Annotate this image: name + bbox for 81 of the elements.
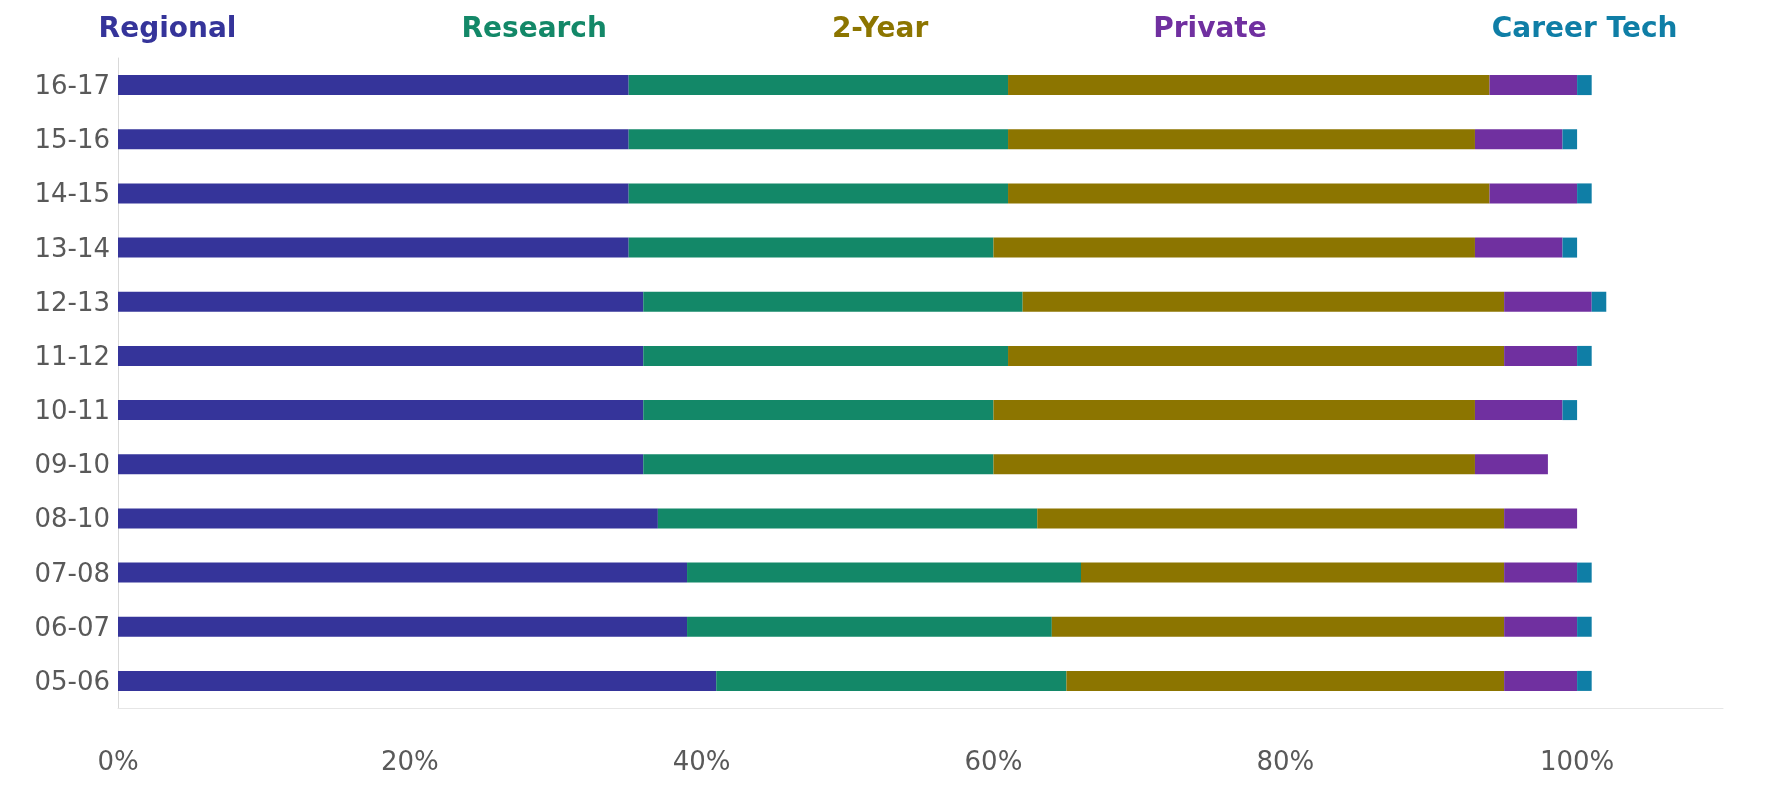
bar — [1051, 616, 1505, 637]
bar — [1474, 400, 1563, 421]
bar — [687, 562, 1081, 583]
bar — [118, 75, 629, 96]
bar — [1066, 670, 1505, 691]
bar — [1562, 400, 1578, 421]
bar — [643, 291, 1023, 312]
bar — [1577, 670, 1592, 691]
x-tick-label: 20% — [380, 746, 439, 776]
bar — [118, 616, 688, 637]
x-tick-label: 80% — [1256, 746, 1315, 776]
bar — [118, 183, 629, 204]
bar — [1489, 183, 1578, 204]
bar — [1562, 237, 1578, 258]
x-tick-label: 60% — [964, 746, 1023, 776]
bar — [1504, 345, 1578, 366]
bar — [1008, 75, 1490, 96]
bar — [118, 129, 629, 150]
bar — [628, 183, 1009, 204]
y-tick-label: 08-10 — [34, 503, 110, 534]
y-tick-label: 09-10 — [34, 449, 110, 480]
x-tick-label: 40% — [672, 746, 731, 776]
bar — [643, 400, 994, 421]
bar — [1489, 75, 1578, 96]
y-tick-label: 13-14 — [34, 232, 110, 263]
bar — [1008, 345, 1505, 366]
bar — [118, 345, 644, 366]
bar — [1504, 562, 1578, 583]
bar — [1577, 562, 1592, 583]
bar — [1577, 183, 1592, 204]
y-tick-label: 07-08 — [34, 557, 110, 588]
bar — [993, 400, 1475, 421]
bar — [1504, 291, 1592, 312]
bar — [1562, 129, 1578, 150]
bar — [1504, 670, 1578, 691]
bar — [628, 237, 994, 258]
series-label: Regional — [98, 10, 237, 44]
bar — [1577, 345, 1592, 366]
bar — [118, 670, 717, 691]
y-tick-label: 11-12 — [34, 340, 110, 371]
bar — [687, 616, 1052, 637]
bar — [118, 454, 644, 475]
bar — [1022, 291, 1505, 312]
series-label: Career Tech — [1491, 10, 1678, 44]
bar — [1081, 562, 1505, 583]
y-tick-label: 05-06 — [34, 665, 110, 696]
x-tick-label: 0% — [97, 746, 139, 776]
bar — [1577, 616, 1592, 637]
text: 2-Year — [831, 10, 929, 44]
bar — [657, 508, 1038, 529]
y-tick-label: 14-15 — [34, 178, 110, 209]
text: Private — [1153, 10, 1267, 44]
series-label: Research — [461, 10, 607, 44]
x-tick-label: 100% — [1539, 746, 1615, 776]
bar — [1008, 183, 1490, 204]
bar — [118, 508, 658, 529]
bar — [628, 129, 1009, 150]
bar — [1577, 75, 1592, 96]
bar — [118, 400, 644, 421]
bar — [1504, 616, 1578, 637]
bar — [1504, 508, 1578, 529]
bar — [628, 75, 1009, 96]
bar — [1591, 291, 1607, 312]
bar — [993, 237, 1475, 258]
y-tick-label: 12-13 — [34, 286, 110, 317]
bar — [1474, 454, 1548, 475]
bar — [643, 345, 1009, 366]
bar — [118, 237, 629, 258]
y-tick-label: 06-07 — [34, 611, 110, 642]
bar — [1474, 237, 1563, 258]
bar — [118, 291, 644, 312]
y-tick-label: 16-17 — [34, 70, 110, 101]
bar — [1474, 129, 1563, 150]
bar — [993, 454, 1475, 475]
y-tick-label: 10-11 — [34, 395, 110, 426]
y-tick-label: 15-16 — [34, 124, 110, 155]
bar — [118, 562, 688, 583]
bar — [1037, 508, 1505, 529]
bar — [716, 670, 1067, 691]
bar — [1008, 129, 1475, 150]
bar — [643, 454, 994, 475]
